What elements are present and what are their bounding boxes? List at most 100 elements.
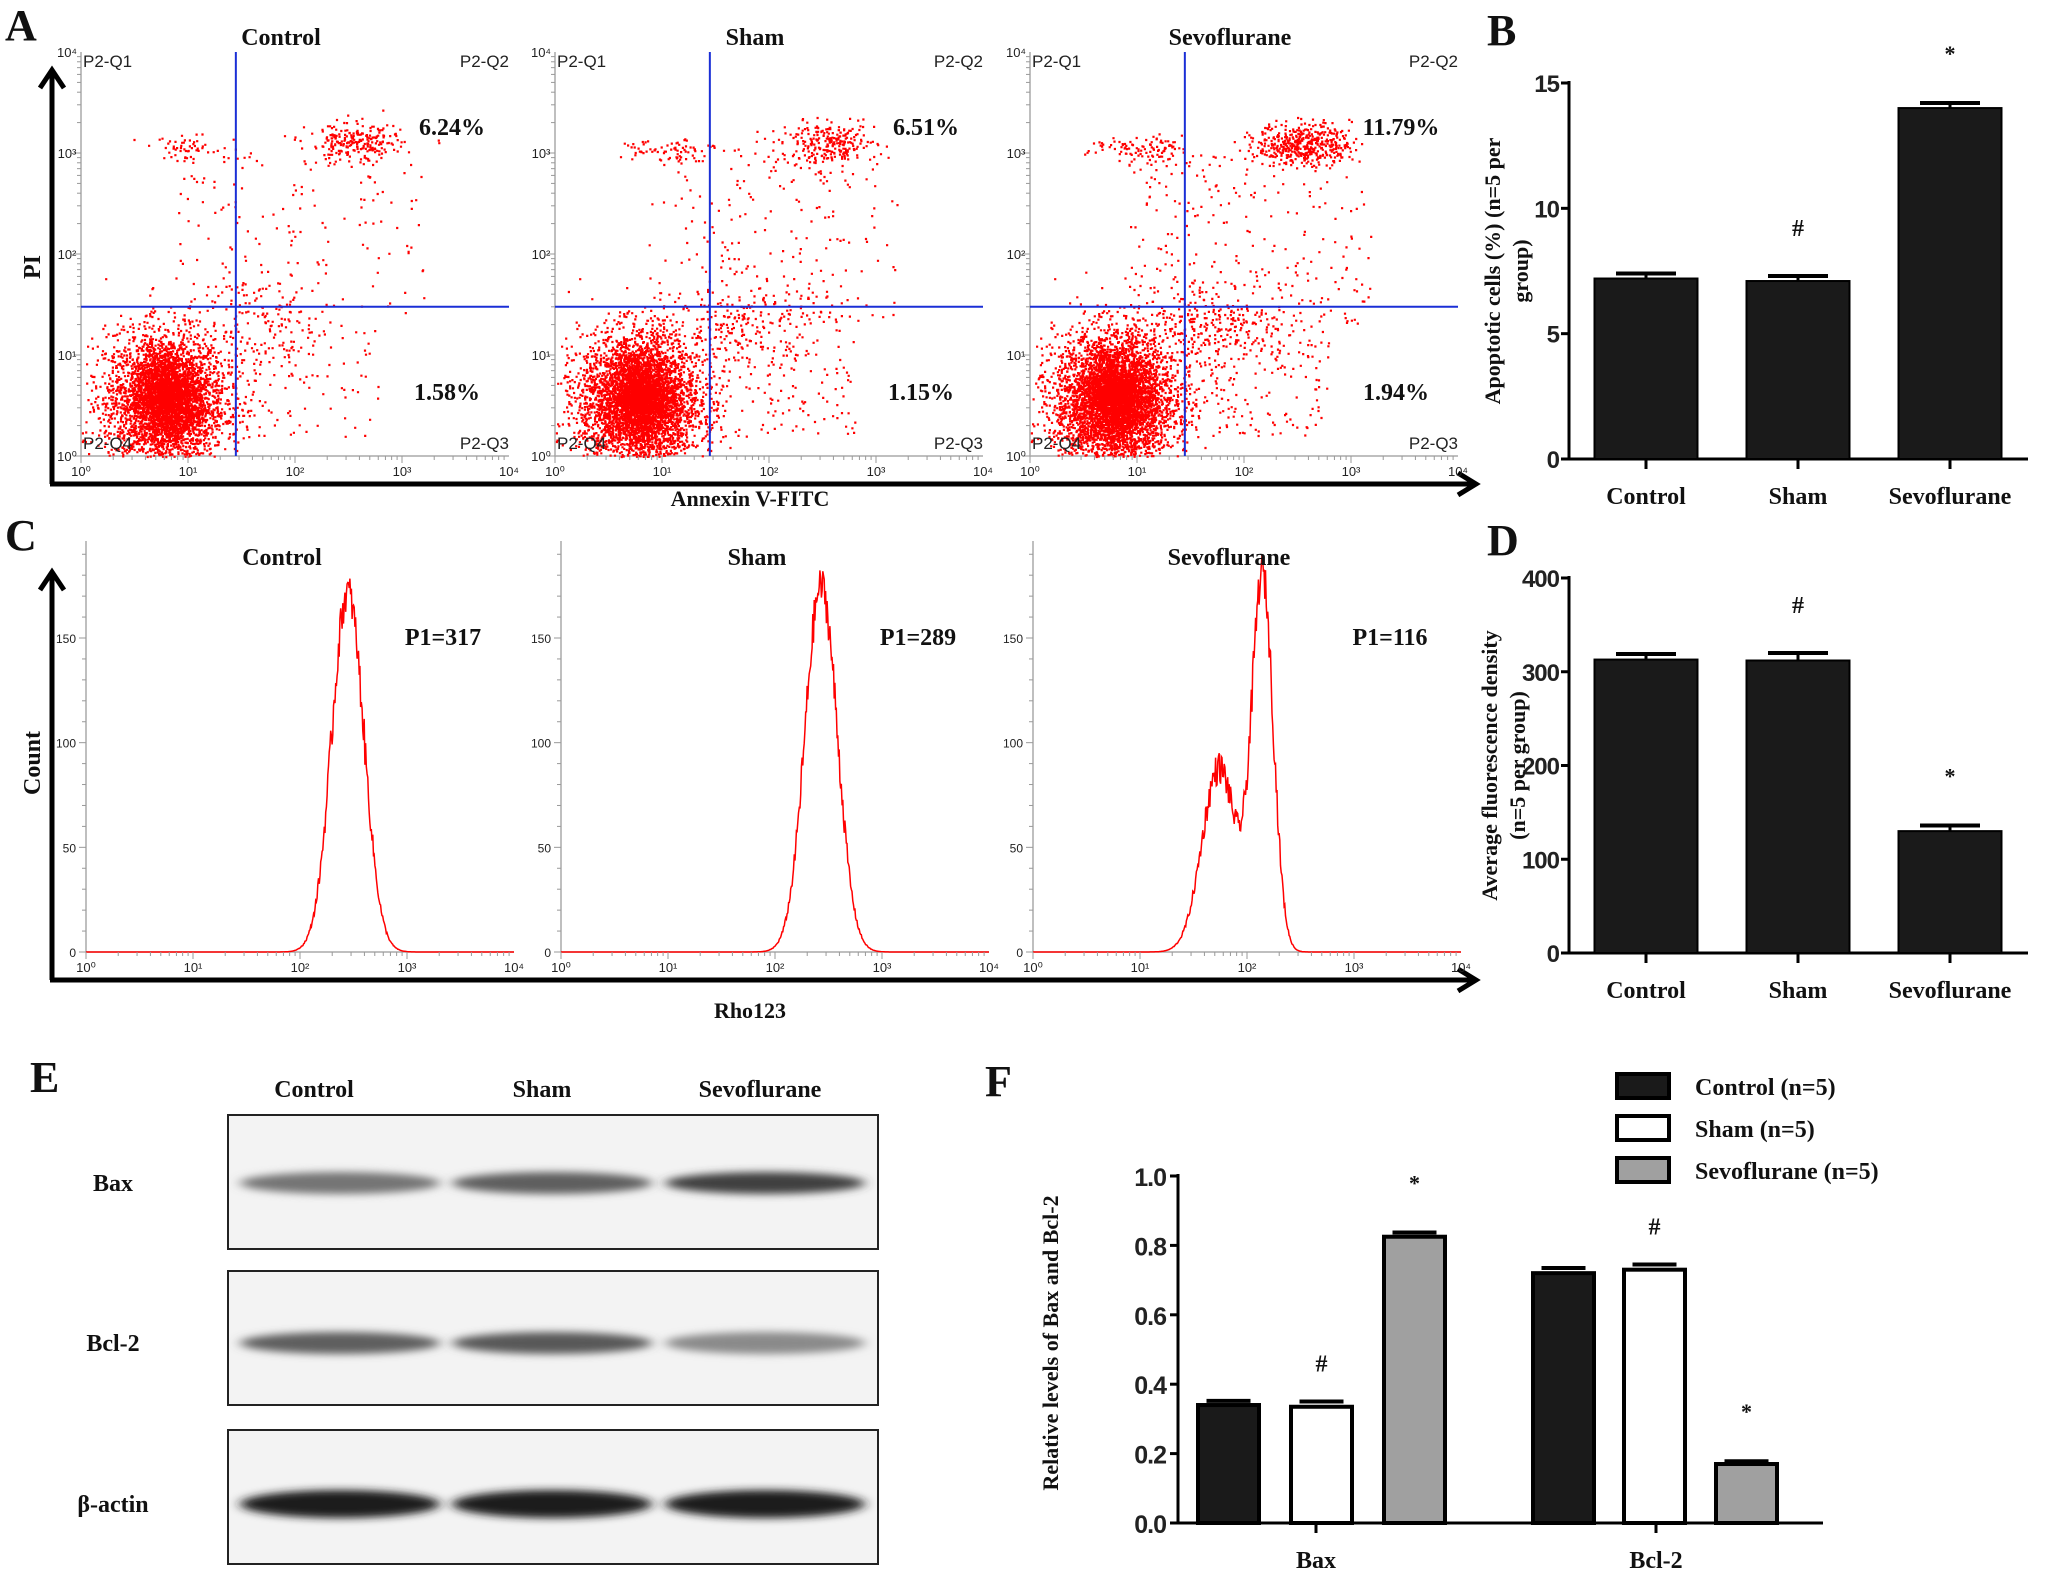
event-dots (555, 116, 899, 459)
panel-letter-c: C (5, 511, 37, 560)
panel-f-y-tick-label: 0.2 (1134, 1442, 1166, 1470)
legend-item-2 (1615, 1156, 1671, 1184)
panel-c-2-x-tick-label: 10² (1238, 960, 1257, 975)
panel-a-2-x-tick-label: 10³ (1342, 464, 1361, 479)
panel-c-x-axis-label: Rho123 (714, 998, 786, 1023)
significance-mark: # (1316, 1352, 1328, 1378)
panel-a-0-x-tick-label: 10² (286, 464, 305, 479)
significance-mark: # (1649, 1214, 1661, 1240)
panel-c-y-tick-label: 0 (69, 946, 76, 960)
scatter-title: Sevoflurane (1169, 25, 1292, 51)
panel-d-bar-chart-y-tick-label: 400 (1522, 566, 1560, 593)
histogram-title: Control (242, 545, 322, 571)
blot-lane-label: Sevoflurane (699, 1077, 822, 1103)
category-label: Sham (1769, 484, 1828, 510)
panel-b-bar-chart-y-axis-label-line1: Apoptotic cells (%) (n=5 per (1480, 137, 1505, 404)
protein-band (665, 1490, 865, 1518)
panel-f-y-tick-label: 0.0 (1134, 1511, 1166, 1539)
panel-c-y-tick-label: 50 (538, 841, 552, 855)
panel-b-bar-chart-y-tick-label: 15 (1534, 71, 1559, 98)
panel-a-y-tick-label: 10⁴ (531, 45, 551, 60)
quadrant-label-q4: P2-Q4 (1032, 434, 1081, 453)
panel-a-y-tick-label: 10¹ (532, 348, 551, 363)
bar-sevoflurane (1897, 107, 2003, 460)
q2-percentage: 6.24% (419, 115, 485, 141)
panel-a-y-tick-label: 10² (1007, 247, 1026, 262)
panel-d-bar-chart-y-tick-label: 200 (1522, 754, 1560, 781)
legend-swatch (1615, 1072, 1671, 1100)
protein-band (665, 1332, 865, 1354)
significance-mark: * (1741, 1399, 1752, 1424)
group-label: Bax (1296, 1548, 1336, 1574)
panel-a-y-tick-label: 10⁴ (57, 45, 77, 60)
panel-f-y-tick-label: 0.6 (1134, 1303, 1166, 1331)
p1-value-label: P1=317 (405, 625, 481, 651)
panel-letter-a: A (5, 1, 37, 50)
quadrant-label-q1: P2-Q1 (557, 52, 606, 71)
bar-bax-series-0 (1196, 1403, 1261, 1526)
quadrant-label-q1: P2-Q1 (1032, 52, 1081, 71)
legend-item-1 (1615, 1114, 1671, 1142)
panel-c-1-x-tick-label: 10² (766, 960, 785, 975)
panel-a-y-tick-label: 10⁴ (1006, 45, 1026, 60)
histogram-title: Sham (728, 545, 787, 571)
event-dots (81, 109, 441, 459)
panel-a-y-tick-label: 10⁰ (57, 449, 77, 464)
legend-item-0 (1615, 1072, 1671, 1100)
q3-percentage: 1.58% (414, 380, 480, 406)
panel-a-y-tick-label: 10³ (1007, 146, 1026, 161)
panel-a-2-x-tick-label: 10² (1235, 464, 1254, 479)
bar-control (1593, 277, 1699, 460)
panel-f-y-tick-label: 1.0 (1134, 1164, 1166, 1192)
protein-band (452, 1332, 652, 1354)
panel-c-1-x-tick-label: 10⁰ (551, 960, 571, 975)
significance-mark: * (1945, 41, 1956, 66)
histogram-line (86, 578, 514, 953)
bar-bcl-2-series-1 (1622, 1267, 1687, 1525)
p1-value-label: P1=289 (880, 625, 956, 651)
bar-bax-series-1 (1289, 1404, 1354, 1526)
panel-c-y-tick-label: 150 (1003, 632, 1023, 646)
q3-percentage: 1.94% (1363, 380, 1429, 406)
panel-c-0-x-tick-label: 10⁴ (504, 960, 524, 975)
protein-band (240, 1332, 440, 1354)
histogram-plot-1 (554, 541, 989, 953)
histogram-title: Sevoflurane (1168, 545, 1291, 571)
panel-d-bar-chart-y-tick-label: 100 (1522, 847, 1560, 874)
panel-f-y-axis-label: Relative levels of Bax and Bcl-2 (1038, 1195, 1063, 1490)
blot-row-β-actin (227, 1429, 879, 1565)
panel-c-y-tick-label: 150 (531, 632, 551, 646)
panel-a-y-tick-label: 10⁰ (1006, 449, 1026, 464)
panel-a-y-tick-label: 10³ (58, 146, 77, 161)
panel-c-0-x-tick-label: 10² (291, 960, 310, 975)
category-label: Sevoflurane (1889, 978, 2012, 1004)
legend-label: Control (n=5) (1695, 1075, 1836, 1101)
histogram-plot-0 (79, 541, 514, 953)
panel-c-axis-x-arrowhead (1456, 966, 1481, 994)
panel-f-bar-chart (1170, 1174, 1823, 1533)
panel-d-bar-chart-y-axis-label-line2: (n=5 per group) (1505, 691, 1530, 840)
panel-b-bar-chart (1561, 81, 2028, 469)
panel-a-0-x-tick-label: 10⁰ (71, 464, 91, 479)
panel-c-1-x-tick-label: 10³ (873, 960, 892, 975)
blot-lane-label: Sham (513, 1077, 572, 1103)
panel-f-y-tick-label: 0.4 (1134, 1372, 1167, 1400)
p1-value-label: P1=116 (1352, 625, 1427, 651)
panel-a-x-axis-label: Annexin V-FITC (671, 486, 830, 511)
panel-a-1-x-tick-label: 10¹ (653, 464, 672, 479)
panel-c-y-tick-label: 100 (531, 737, 551, 751)
protein-band (240, 1490, 440, 1518)
legend-label: Sham (n=5) (1695, 1117, 1815, 1143)
panel-c-y-tick-label: 100 (1003, 737, 1023, 751)
panel-d-bar-chart-y-tick-label: 300 (1522, 660, 1560, 687)
protein-band (452, 1490, 652, 1518)
blot-row-label: β-actin (77, 1492, 148, 1518)
quadrant-label-q3: P2-Q3 (934, 434, 983, 453)
blot-lane-label: Control (274, 1077, 354, 1103)
panel-d-bar-chart-y-axis-label-line1: Average fluorescence density (1477, 630, 1502, 900)
panel-a-y-tick-label: 10³ (532, 146, 551, 161)
panel-b-bar-chart-y-tick-label: 5 (1547, 322, 1560, 349)
panel-c-2-x-tick-label: 10³ (1345, 960, 1364, 975)
panel-c-2-x-tick-label: 10¹ (1131, 960, 1150, 975)
